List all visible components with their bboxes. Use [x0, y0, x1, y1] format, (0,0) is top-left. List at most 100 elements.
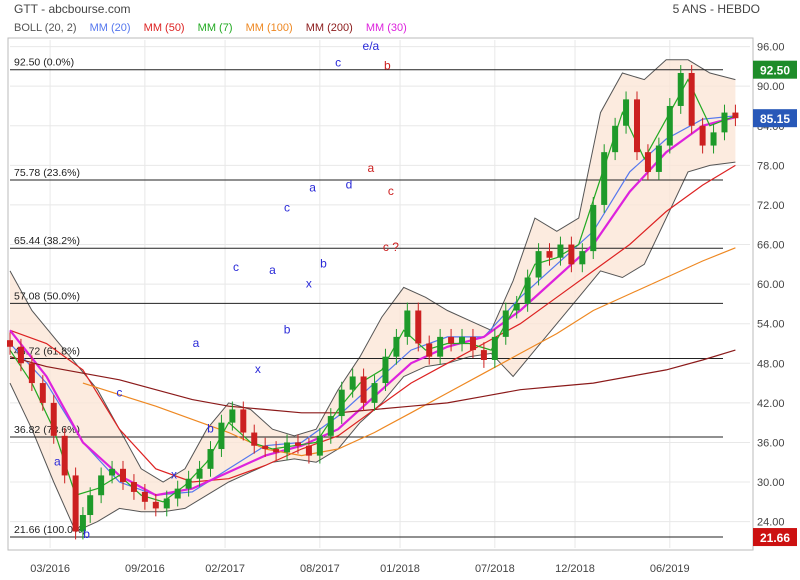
candle-body: [17, 346, 24, 364]
last-price-tag: [753, 109, 797, 128]
x-tick-label: 08/2017: [300, 563, 340, 575]
candle-body: [229, 409, 236, 423]
candle-body: [415, 310, 422, 344]
wave-label: a: [269, 263, 276, 277]
y-tick-label: 48.00: [757, 358, 785, 370]
candle-body: [688, 72, 695, 126]
period-label: 5 ANS - HEBDO: [672, 2, 760, 16]
candle-body: [316, 435, 323, 456]
candle-body: [666, 105, 673, 146]
fib-level-label: 21.66 (100.0%): [14, 524, 86, 536]
x-tick-label: 07/2018: [475, 563, 515, 575]
candle-body: [305, 445, 312, 456]
candle-body: [590, 204, 597, 252]
wave-label: c ?: [383, 240, 399, 254]
y-tick-label: 30.00: [757, 477, 785, 489]
y-tick-label: 78.00: [757, 160, 785, 172]
bollinger-upper: [9, 59, 736, 483]
candle-body: [79, 515, 86, 532]
candle-body: [404, 310, 411, 337]
candle-body: [491, 336, 498, 360]
fib-level-label: 36.82 (78.6%): [14, 424, 80, 436]
high-price-tag: [753, 60, 797, 79]
candle-body: [163, 498, 170, 509]
y-tick-label: 24.00: [757, 517, 785, 529]
candle-body: [251, 432, 258, 446]
x-tick-label: 09/2016: [125, 563, 165, 575]
candle-body: [382, 356, 389, 384]
candle-body: [338, 389, 345, 417]
legend-mm30[interactable]: MM (30): [365, 22, 407, 34]
x-tick-label: 02/2017: [205, 563, 245, 575]
wave-label: c: [233, 260, 239, 274]
candle-body: [130, 482, 137, 492]
candle-body: [152, 501, 159, 509]
candle-body: [437, 336, 444, 357]
candle-body: [677, 72, 684, 106]
wave-label: c: [335, 55, 341, 69]
candle-body: [535, 251, 542, 278]
legend-mm50[interactable]: MM (50): [143, 22, 185, 34]
candle-body: [141, 491, 148, 502]
fib-level-label: 57.08 (50.0%): [14, 290, 80, 302]
candle-body: [579, 251, 586, 265]
wave-label: c: [116, 385, 122, 399]
candle-body: [459, 336, 466, 344]
x-tick-label: 12/2018: [555, 563, 595, 575]
candle-body: [185, 478, 192, 489]
candle-body: [98, 475, 105, 496]
y-tick-label: 90.00: [757, 81, 785, 93]
candle-body: [327, 416, 334, 436]
wave-label: b: [207, 422, 214, 436]
candle-body: [50, 402, 57, 436]
wave-label: a: [54, 455, 61, 469]
candle-body: [284, 442, 291, 453]
wave-label: c: [388, 184, 394, 198]
wave-label: a: [193, 336, 200, 350]
fib-level-label: 65.44 (38.2%): [14, 235, 80, 247]
candle-body: [39, 383, 46, 403]
candle-body: [120, 468, 127, 483]
candle-body: [601, 152, 608, 205]
y-tick-label: 66.00: [757, 240, 785, 252]
candle-body: [294, 442, 301, 446]
x-tick-label: 01/2018: [380, 563, 420, 575]
wave-label: d: [346, 177, 353, 191]
wave-label: a: [309, 181, 316, 195]
wave-label: x: [171, 468, 177, 482]
legend-mm20[interactable]: MM (20): [89, 22, 131, 34]
candle-body: [109, 468, 116, 476]
plot-frame: [7, 37, 754, 551]
candle-body: [262, 445, 269, 450]
legend-boll[interactable]: BOLL (20, 2): [14, 22, 77, 34]
candle-body: [87, 495, 94, 516]
y-tick-label: 54.00: [757, 319, 785, 331]
candle-body: [502, 310, 509, 337]
candle-body: [207, 449, 214, 469]
low-price-tag-text: 21.66: [760, 531, 790, 545]
ma-line: [9, 78, 736, 503]
legend-mm200[interactable]: MM (200): [305, 22, 353, 34]
high-price-tag-text: 92.50: [760, 64, 790, 78]
wave-label: b: [83, 527, 90, 541]
chart-title: GTT - abcbourse.com: [14, 2, 131, 16]
wave-label: e/a: [363, 39, 380, 53]
y-tick-label: 60.00: [757, 279, 785, 291]
candle-body: [732, 112, 739, 119]
legend-mm100[interactable]: MM (100): [245, 22, 293, 34]
candle-body: [218, 422, 225, 450]
wave-label: x: [255, 362, 261, 376]
candle-body: [7, 340, 13, 347]
last-price-tag-text: 85.15: [760, 112, 790, 126]
candle-body: [557, 244, 564, 258]
candle-body: [469, 336, 476, 351]
candle-body: [699, 125, 706, 146]
candle-body: [612, 125, 619, 153]
candle-body: [633, 99, 640, 153]
y-tick-label: 42.00: [757, 398, 785, 410]
legend-mm7[interactable]: MM (7): [197, 22, 233, 34]
candle-body: [273, 449, 280, 453]
candle-body: [240, 409, 247, 433]
candle-body: [623, 99, 630, 126]
